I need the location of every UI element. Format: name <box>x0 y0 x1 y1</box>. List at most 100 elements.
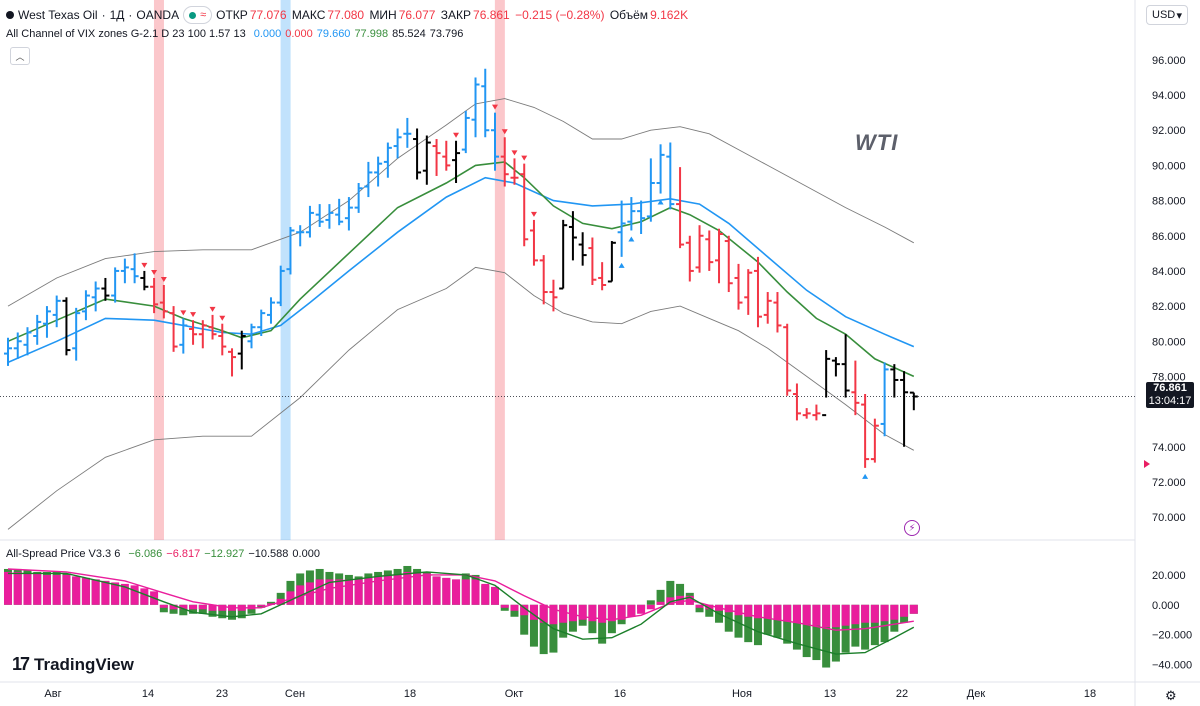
channel-value-4: 85.524 <box>392 28 426 40</box>
spread-hist-green-bar <box>237 604 246 619</box>
spread-hist-magenta-bar <box>72 576 81 605</box>
time-axis-label: Сен <box>285 688 305 700</box>
indicator-legend-spread[interactable]: All-Spread Price V3.3 6 −6.086 −6.817 −12.… <box>6 548 320 560</box>
spread-hist-green-bar <box>792 604 801 650</box>
spread-hist-magenta-bar <box>724 604 733 613</box>
spread-hist-magenta-bar <box>452 579 461 605</box>
indicator-name: All-Spread Price V3.3 6 <box>6 548 121 560</box>
price-axis-label: 86.000 <box>1152 231 1186 243</box>
sell-marker-icon <box>511 150 518 156</box>
last-price-badge: 76.861 13:04:17 <box>1146 382 1194 408</box>
symbol-name[interactable]: West Texas Oil <box>18 8 98 22</box>
change-value: −0.215 (−0.28%) <box>515 8 605 22</box>
market-status-pill[interactable]: ≈ <box>183 6 213 24</box>
sell-marker-icon <box>501 129 508 135</box>
spread-hist-magenta-bar <box>189 604 198 610</box>
spread-hist-magenta-bar <box>111 582 120 605</box>
spread-hist-green-bar <box>695 604 704 613</box>
spread-hist-magenta-bar <box>413 573 422 605</box>
logo-text: TradingView <box>34 654 134 674</box>
spread-hist-magenta-bar <box>783 604 792 622</box>
spread-hist-magenta-bar <box>257 604 266 607</box>
sell-marker-icon <box>209 306 216 312</box>
spread-hist-magenta-bar <box>753 604 762 619</box>
spread-hist-green-bar <box>228 604 237 620</box>
open-value: 77.076 <box>249 8 287 22</box>
time-axis-label: 23 <box>216 688 228 700</box>
spread-hist-magenta-bar <box>510 604 519 611</box>
volume-value: 9.162K <box>650 8 689 22</box>
time-axis-label: 16 <box>614 688 626 700</box>
sell-marker-icon <box>180 310 187 316</box>
high-label: МАКС <box>291 8 326 22</box>
vix-zone <box>494 0 505 540</box>
currency-selector[interactable]: USD ▾ <box>1146 5 1188 25</box>
channel-value-0: 0.000 <box>253 28 282 40</box>
bar-countdown: 13:04:17 <box>1148 395 1192 407</box>
spread-hist-magenta-bar <box>442 577 451 605</box>
price-axis-label: 70.000 <box>1152 512 1186 524</box>
sell-marker-icon <box>453 132 460 138</box>
interval-separator: · <box>128 8 133 22</box>
high-value: 77.080 <box>327 8 365 22</box>
spread-hist-green-bar <box>539 604 548 655</box>
price-axis-label: 88.000 <box>1152 196 1186 208</box>
spread-hist-magenta-bar <box>491 586 499 605</box>
price-axis-label: 82.000 <box>1152 301 1186 313</box>
price-axis-label: 96.000 <box>1152 55 1186 67</box>
spread-hist-magenta-bar <box>617 604 626 620</box>
spread-hist-magenta-bar <box>744 604 753 617</box>
channel-lower-band <box>7 266 915 530</box>
spread-hist-green-bar <box>646 600 655 605</box>
spread-hist-magenta-bar <box>627 604 636 617</box>
spread-hist-green-bar <box>753 604 762 646</box>
spread-hist-magenta-bar <box>344 579 353 605</box>
spread-hist-magenta-bar <box>42 574 51 605</box>
spread-hist-magenta-bar <box>851 604 860 625</box>
sell-marker-icon <box>530 211 537 217</box>
symbol-legend: West Texas Oil · 1Д · OANDA ≈ ОТКР 77.076… <box>6 6 690 24</box>
green-moving-average <box>7 161 915 378</box>
wti-annotation[interactable]: WTI <box>855 130 899 155</box>
indicator-legend-channel[interactable]: All Channel of VIX zones G-2.1 D 23 100 … <box>6 28 463 40</box>
lightning-icon[interactable]: ⚡ <box>904 520 920 536</box>
spread-hist-magenta-bar <box>656 601 665 605</box>
spread-hist-magenta-bar <box>4 571 12 605</box>
spread-hist-magenta-bar <box>286 591 295 605</box>
spread-hist-green-bar <box>266 601 275 605</box>
spread-hist-green-bar <box>783 604 792 644</box>
spread-hist-magenta-bar <box>812 604 821 626</box>
tradingview-logo[interactable]: 17 TradingView <box>12 654 134 675</box>
spread-hist-magenta-bar <box>676 595 685 605</box>
sell-marker-icon <box>151 269 158 275</box>
spread-hist-magenta-bar <box>101 580 110 605</box>
close-value: 76.861 <box>473 8 510 22</box>
spread-hist-magenta-bar <box>393 574 402 605</box>
osc-axis-label: −40.000 <box>1152 660 1192 672</box>
time-axis-label: Дек <box>967 688 986 700</box>
spread-hist-magenta-bar <box>81 577 90 605</box>
spread-hist-magenta-bar <box>500 604 509 608</box>
time-axis-label: 18 <box>404 688 416 700</box>
spread-hist-green-bar <box>744 604 753 643</box>
spread-hist-magenta-bar <box>520 604 529 616</box>
spread-hist-magenta-bar <box>432 576 441 605</box>
spread-hist-magenta-bar <box>539 604 548 623</box>
broker-label[interactable]: OANDA <box>136 8 180 22</box>
spread-hist-magenta-bar <box>52 574 61 605</box>
collapse-legend-icon[interactable]: ︿ <box>10 47 30 65</box>
channel-upper-band <box>7 98 915 307</box>
spread-hist-magenta-bar <box>841 604 850 626</box>
spread-hist-magenta-bar <box>861 604 870 623</box>
buy-marker-icon <box>618 262 625 268</box>
spread-hist-magenta-bar <box>900 604 909 617</box>
spread-hist-magenta-bar <box>831 604 840 628</box>
gear-icon[interactable]: ⚙ <box>1165 688 1177 703</box>
spread-hist-magenta-bar <box>159 604 168 608</box>
price-axis-label: 72.000 <box>1152 477 1186 489</box>
price-axis-label: 92.000 <box>1152 125 1186 137</box>
spread-hist-magenta-bar <box>471 579 480 605</box>
interval-label[interactable]: 1Д <box>109 8 125 22</box>
spread-hist-green-bar <box>705 604 714 617</box>
